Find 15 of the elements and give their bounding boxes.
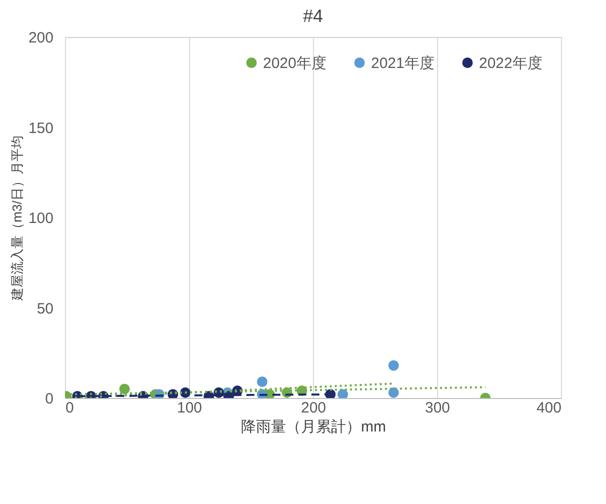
y-tick-label: 200 <box>28 30 54 46</box>
legend-label: 2021年度 <box>371 54 434 72</box>
x-tick-label: 200 <box>300 400 326 416</box>
y-axis-title: 建屋流入量（m3/日）月平均 <box>9 136 24 302</box>
legend-label: 2020年度 <box>263 54 326 72</box>
legend-label: 2022年度 <box>479 54 542 72</box>
chart-title: #4 <box>302 6 324 26</box>
x-tick-label: 300 <box>424 400 450 416</box>
y-tick-label: 150 <box>28 120 54 137</box>
y-tick-label: 50 <box>36 300 54 318</box>
x-axis-title: 降雨量（月累計）mm <box>241 418 386 436</box>
x-tick-label: 100 <box>176 400 202 416</box>
x-tick-label: 400 <box>536 400 562 416</box>
x-tick-label: 0 <box>66 400 74 416</box>
y-tick-label: 100 <box>28 210 54 227</box>
